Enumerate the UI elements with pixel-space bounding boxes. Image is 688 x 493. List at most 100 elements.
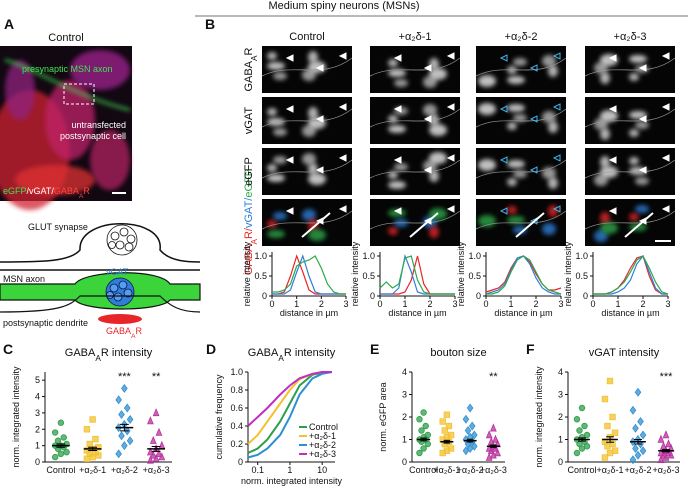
- blob: [267, 108, 277, 116]
- y-tick-label: 1.0: [254, 251, 267, 261]
- y-axis-label: relative intensity: [456, 241, 466, 306]
- row-label: GABAAR: [243, 47, 259, 91]
- merge-label: GABAAR/vGAT/eGFP: [243, 169, 259, 275]
- arrowhead: [338, 52, 347, 60]
- blob: [507, 122, 517, 130]
- arrowhead: [315, 166, 324, 174]
- point: [51, 453, 59, 461]
- point: [447, 445, 455, 452]
- point: [632, 423, 639, 433]
- outline: [369, 159, 461, 179]
- blob: [394, 79, 408, 87]
- x-tick-label: 0: [483, 299, 488, 309]
- blob: [273, 128, 287, 136]
- point: [155, 448, 163, 458]
- y-axis-label: relative intensity: [563, 241, 573, 306]
- point: [121, 441, 128, 451]
- error-bar: [56, 443, 66, 448]
- point: [468, 421, 476, 431]
- x-tick-label: 2: [533, 299, 538, 309]
- point: [86, 440, 93, 448]
- arrowhead: [499, 54, 508, 62]
- point: [665, 439, 672, 448]
- x-tick-label: +α₂δ-1: [433, 465, 460, 475]
- y-tick-label: 1.0: [468, 251, 481, 261]
- blob: [507, 178, 517, 186]
- error-bar: [662, 449, 670, 453]
- axon-label: presynaptic MSN axon: [22, 64, 113, 74]
- figure-title: Medium spiny neurons (MSNs): [269, 0, 420, 12]
- x-tick-label: +α₂δ-3: [143, 465, 170, 475]
- blob: [635, 205, 649, 213]
- y-tick-label: 0.6: [230, 403, 243, 413]
- blob: [600, 110, 618, 122]
- blob: [542, 223, 556, 235]
- blob: [302, 209, 316, 221]
- outline: [261, 210, 353, 230]
- y-axis-label: norm. eGFP area: [378, 382, 388, 451]
- point: [147, 416, 154, 425]
- y-tick-label: 1: [402, 435, 407, 445]
- error-bar: [490, 444, 497, 448]
- point: [604, 422, 611, 430]
- x-axis-label: distance in µm: [388, 308, 446, 318]
- blob: [388, 59, 398, 67]
- arrowhead: [315, 115, 324, 123]
- micrograph-tile: [369, 148, 461, 195]
- y-tick-label: 0.5: [362, 271, 375, 281]
- y-axis-label: relative intensity: [350, 241, 360, 306]
- axon: [4, 59, 131, 111]
- blob: [267, 220, 277, 228]
- arrowhead: [446, 154, 455, 162]
- row-label: eGFP: [243, 157, 255, 186]
- error-bar: [466, 438, 474, 443]
- y-tick-label: 2: [402, 412, 407, 422]
- profile-line: [409, 212, 439, 238]
- point: [416, 449, 423, 457]
- point: [420, 445, 427, 452]
- blob: [273, 212, 287, 220]
- point: [578, 404, 586, 412]
- point: [445, 422, 453, 430]
- point: [634, 387, 642, 397]
- series-line: [247, 371, 332, 427]
- blob: [308, 219, 318, 231]
- arrowhead: [285, 105, 294, 113]
- tile-bg: [370, 46, 460, 93]
- x-tick-label: 3: [558, 299, 563, 309]
- blob: [542, 111, 556, 123]
- tile-bg: [370, 199, 460, 246]
- point: [639, 430, 647, 440]
- y-tick-label: 0: [558, 457, 563, 467]
- micrograph-tile: [584, 148, 676, 195]
- micrograph-tile: [475, 97, 567, 144]
- arrowhead: [285, 54, 294, 62]
- blob: [629, 55, 647, 63]
- point: [57, 450, 65, 458]
- point: [662, 430, 670, 439]
- series-line: [380, 253, 455, 295]
- y-tick-label: 1: [558, 435, 563, 445]
- blob: [429, 152, 447, 164]
- blob: [629, 111, 647, 119]
- series-line: [247, 371, 333, 459]
- point: [660, 441, 667, 450]
- blob: [429, 68, 447, 80]
- arrowhead: [661, 52, 670, 60]
- point: [51, 429, 59, 436]
- x-tick-label: +α₂δ-1: [79, 465, 106, 475]
- arrowhead: [393, 156, 402, 164]
- arrowhead: [661, 205, 670, 213]
- y-tick-label: 0: [262, 291, 267, 301]
- arrowhead: [661, 103, 670, 111]
- y-tick-label: 1: [35, 441, 40, 451]
- cell-label: postsynaptic cell: [60, 131, 126, 141]
- point: [462, 414, 470, 424]
- x-tick-label: 1: [402, 299, 407, 309]
- y-tick-label: 4: [402, 367, 407, 377]
- blob: [507, 160, 525, 168]
- point: [418, 427, 425, 434]
- arrowhead: [608, 54, 617, 62]
- blob: [388, 227, 398, 235]
